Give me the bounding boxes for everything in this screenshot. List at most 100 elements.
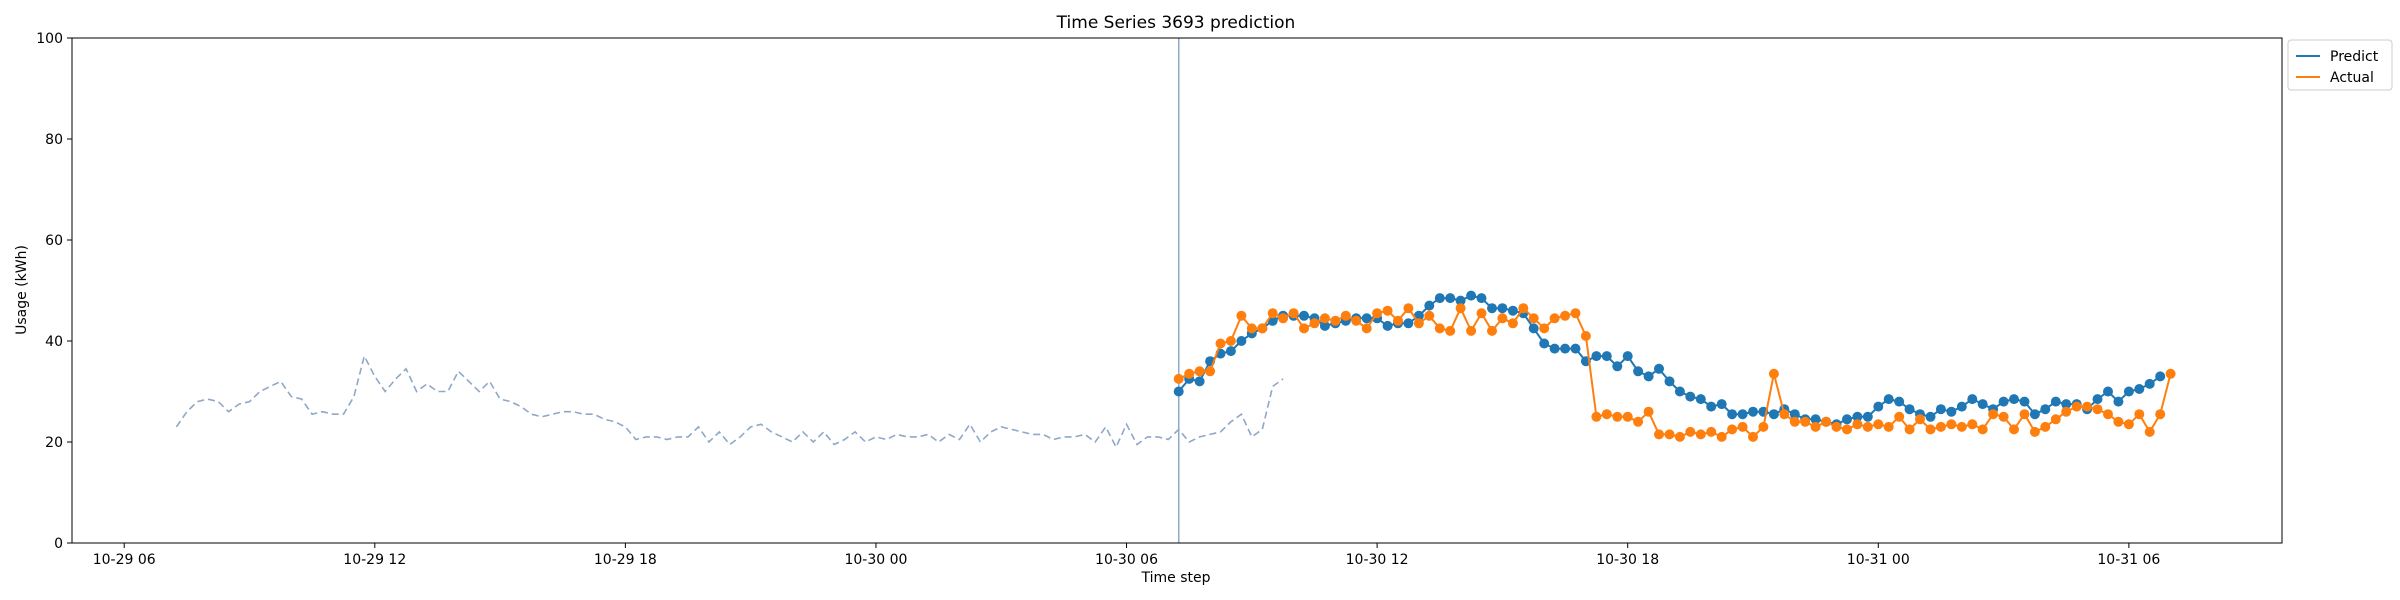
predict-point — [1591, 351, 1602, 362]
predict-point — [1695, 394, 1706, 405]
actual-point — [1800, 416, 1811, 427]
y-axis: 0 20 40 60 80 100 — [36, 31, 72, 552]
y-tick-label: 80 — [45, 132, 63, 148]
predict-point — [1487, 303, 1497, 314]
actual-point — [1727, 424, 1738, 435]
actual-point — [1236, 310, 1247, 321]
actual-point — [1789, 416, 1800, 427]
actual-point — [1309, 318, 1320, 329]
actual-point — [1507, 318, 1518, 329]
predict-point — [2134, 384, 2145, 394]
actual-point — [1925, 424, 1936, 435]
actual-point — [1330, 315, 1341, 326]
predict-point — [1445, 293, 1456, 304]
actual-point — [2144, 426, 2155, 437]
predict-point — [1361, 313, 1372, 324]
predict-point — [1622, 351, 1633, 362]
actual-point — [2092, 404, 2103, 415]
predict-point — [1852, 411, 1863, 422]
actual-point — [2019, 409, 2030, 420]
predict-point — [1998, 396, 2009, 407]
actual-point — [1528, 313, 1539, 324]
actual-point — [1633, 416, 1644, 427]
actual-point — [2103, 409, 2113, 420]
predict-point — [1904, 404, 1915, 415]
actual-point — [1580, 331, 1591, 341]
predict-point — [1612, 361, 1623, 372]
actual-point — [1852, 419, 1863, 430]
actual-point — [1862, 421, 1873, 432]
actual-point — [1403, 303, 1414, 314]
actual-point — [2134, 409, 2145, 420]
x-tick-label: 10-29 12 — [343, 552, 406, 568]
predict-point — [1935, 404, 1946, 415]
predict-point — [2092, 394, 2103, 405]
predict-point — [1455, 295, 1466, 306]
actual-point — [1988, 409, 1999, 420]
predict-point — [2050, 396, 2061, 407]
predict-point — [1539, 338, 1550, 349]
actual-point — [2061, 406, 2072, 417]
actual-point — [1466, 325, 1477, 336]
x-tick-label: 10-30 18 — [1596, 552, 1659, 568]
actual-point — [1664, 429, 1675, 440]
predict-point — [1633, 366, 1644, 377]
predict-point — [1476, 293, 1487, 304]
actual-point — [1706, 426, 1717, 437]
actual-point — [1695, 429, 1706, 440]
predict-point — [1664, 376, 1675, 387]
actual-point — [2155, 409, 2166, 420]
actual-point — [1904, 424, 1915, 435]
predict-point — [2113, 396, 2124, 407]
actual-point — [1518, 303, 1529, 314]
predict-point — [1674, 386, 1685, 397]
predict-point — [1497, 303, 1508, 314]
x-tick-label: 10-29 18 — [594, 552, 657, 568]
actual-point — [1361, 323, 1372, 334]
predict-point — [2103, 386, 2113, 397]
actual-point — [1894, 411, 1905, 422]
actual-point — [1768, 368, 1779, 379]
predict-point — [1894, 396, 1905, 407]
x-tick-label: 10-30 12 — [1346, 552, 1409, 568]
x-tick-label: 10-30 00 — [844, 552, 907, 568]
actual-point — [1716, 431, 1727, 442]
actual-point — [2165, 368, 2176, 379]
legend-label-actual: Actual — [2330, 70, 2374, 86]
predict-point — [2144, 378, 2155, 389]
predict-point — [1643, 371, 1654, 382]
actual-point — [1257, 323, 1268, 334]
actual-point — [1194, 366, 1205, 377]
actual-point — [1612, 411, 1623, 422]
predict-point — [2040, 404, 2051, 415]
predict-point — [1883, 394, 1894, 405]
predict-point — [1716, 399, 1727, 410]
plot-area — [175, 38, 2176, 543]
actual-point — [1591, 411, 1602, 422]
predict-point — [1654, 363, 1664, 374]
actual-point — [1956, 421, 1967, 432]
actual-point — [1205, 366, 1216, 377]
predict-point — [1748, 406, 1758, 417]
predict-point — [1956, 401, 1967, 412]
predict-point — [1528, 323, 1539, 334]
actual-point — [1413, 318, 1424, 329]
actual-point — [1455, 303, 1466, 314]
actual-point — [2009, 424, 2019, 435]
predict-point — [2009, 394, 2019, 405]
predict-point — [2019, 396, 2030, 407]
x-tick-label: 10-29 06 — [93, 552, 156, 568]
predict-point — [1727, 409, 1738, 420]
predict-point — [1225, 346, 1236, 357]
actual-point — [2029, 426, 2040, 437]
actual-point — [2071, 401, 2082, 412]
predict-point — [1299, 310, 1309, 321]
legend-label-predict: Predict — [2330, 49, 2379, 65]
actual-point — [1810, 421, 1821, 432]
predict-point — [2029, 409, 2040, 420]
predict-point — [1768, 409, 1779, 420]
predict-point — [1925, 411, 1936, 422]
predict-point — [1466, 290, 1477, 301]
